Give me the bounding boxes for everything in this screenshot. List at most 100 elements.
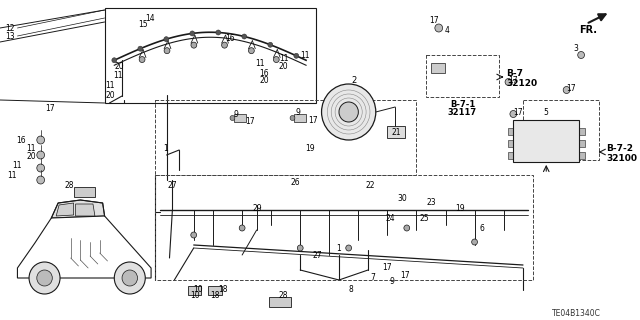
Text: 9: 9 — [390, 277, 395, 286]
Circle shape — [164, 48, 170, 54]
Circle shape — [37, 176, 45, 184]
Text: 11: 11 — [7, 171, 17, 180]
Text: 17: 17 — [429, 15, 438, 25]
Text: 14: 14 — [145, 13, 155, 22]
Text: 10: 10 — [193, 285, 202, 294]
Circle shape — [37, 151, 45, 159]
Circle shape — [164, 37, 169, 42]
Text: 17: 17 — [513, 108, 523, 116]
Bar — [269, 297, 291, 307]
Bar — [294, 114, 306, 122]
Circle shape — [239, 225, 245, 231]
Circle shape — [242, 34, 246, 39]
Text: 23: 23 — [426, 197, 436, 206]
Circle shape — [578, 52, 584, 59]
Text: 20: 20 — [106, 91, 115, 100]
Bar — [426, 55, 499, 97]
Text: 26: 26 — [291, 178, 300, 187]
Text: 17: 17 — [45, 103, 55, 113]
Text: 16: 16 — [260, 68, 269, 77]
Text: 20: 20 — [260, 76, 269, 84]
Text: 20: 20 — [26, 151, 36, 161]
Text: 19: 19 — [305, 143, 315, 153]
Text: B-7: B-7 — [506, 68, 524, 77]
Text: 28: 28 — [65, 180, 74, 189]
Text: 11: 11 — [255, 59, 264, 68]
Circle shape — [248, 48, 254, 54]
Circle shape — [191, 232, 196, 238]
Circle shape — [510, 110, 516, 117]
Text: 30: 30 — [397, 194, 407, 203]
Circle shape — [37, 270, 52, 286]
Circle shape — [37, 164, 45, 172]
Circle shape — [294, 53, 299, 58]
Bar — [188, 286, 202, 295]
Text: 12: 12 — [5, 23, 15, 33]
Circle shape — [138, 46, 143, 51]
Text: 17: 17 — [308, 116, 317, 124]
Circle shape — [563, 86, 570, 93]
Bar — [234, 114, 246, 122]
Text: 15: 15 — [138, 20, 148, 28]
Circle shape — [290, 116, 295, 121]
Text: B-7-2: B-7-2 — [606, 143, 634, 153]
Text: 9: 9 — [296, 108, 301, 116]
Circle shape — [122, 270, 138, 286]
Bar — [155, 175, 532, 280]
Text: 17: 17 — [245, 116, 255, 125]
Text: 32100: 32100 — [606, 154, 637, 163]
Bar — [104, 8, 316, 103]
Text: 18: 18 — [218, 285, 227, 294]
Bar — [74, 187, 95, 197]
Text: TE04B1340C: TE04B1340C — [552, 308, 601, 317]
Bar — [579, 128, 585, 135]
Text: 20: 20 — [115, 61, 124, 70]
Text: 22: 22 — [365, 180, 375, 189]
Text: 9: 9 — [234, 109, 239, 118]
Circle shape — [404, 225, 410, 231]
Bar — [513, 120, 579, 162]
Text: 7: 7 — [371, 274, 375, 283]
Text: 11: 11 — [279, 53, 289, 62]
Circle shape — [37, 136, 45, 144]
Circle shape — [191, 42, 196, 48]
Text: 3: 3 — [574, 44, 579, 52]
Circle shape — [216, 30, 221, 35]
Polygon shape — [56, 203, 74, 216]
Polygon shape — [51, 200, 104, 218]
Text: 13: 13 — [5, 31, 15, 41]
Text: 8: 8 — [348, 285, 353, 294]
Circle shape — [139, 57, 145, 62]
Bar — [508, 152, 513, 159]
Circle shape — [339, 102, 358, 122]
Bar — [387, 126, 405, 138]
Circle shape — [115, 262, 145, 294]
Circle shape — [190, 31, 195, 36]
Bar — [155, 100, 417, 175]
Text: 11: 11 — [26, 143, 36, 153]
Text: 16: 16 — [226, 34, 236, 43]
Bar — [579, 140, 585, 147]
Circle shape — [268, 42, 273, 47]
Text: 18: 18 — [211, 291, 220, 300]
Text: 17: 17 — [383, 263, 392, 273]
Circle shape — [221, 42, 227, 48]
Circle shape — [298, 245, 303, 251]
Circle shape — [112, 58, 116, 63]
Text: 17: 17 — [509, 76, 518, 84]
Text: 2: 2 — [352, 76, 357, 84]
Text: 32120: 32120 — [506, 78, 538, 87]
Text: 29: 29 — [253, 204, 262, 212]
Text: 1: 1 — [337, 244, 341, 252]
Text: 24: 24 — [385, 213, 395, 222]
Polygon shape — [76, 204, 95, 216]
Text: 25: 25 — [419, 213, 429, 222]
Text: 11: 11 — [13, 161, 22, 170]
Text: FR.: FR. — [579, 25, 597, 35]
Circle shape — [230, 116, 235, 121]
Text: 6: 6 — [480, 223, 484, 233]
Text: 11: 11 — [106, 81, 115, 90]
Text: 32117: 32117 — [448, 108, 477, 116]
Circle shape — [29, 262, 60, 294]
Circle shape — [273, 57, 279, 62]
